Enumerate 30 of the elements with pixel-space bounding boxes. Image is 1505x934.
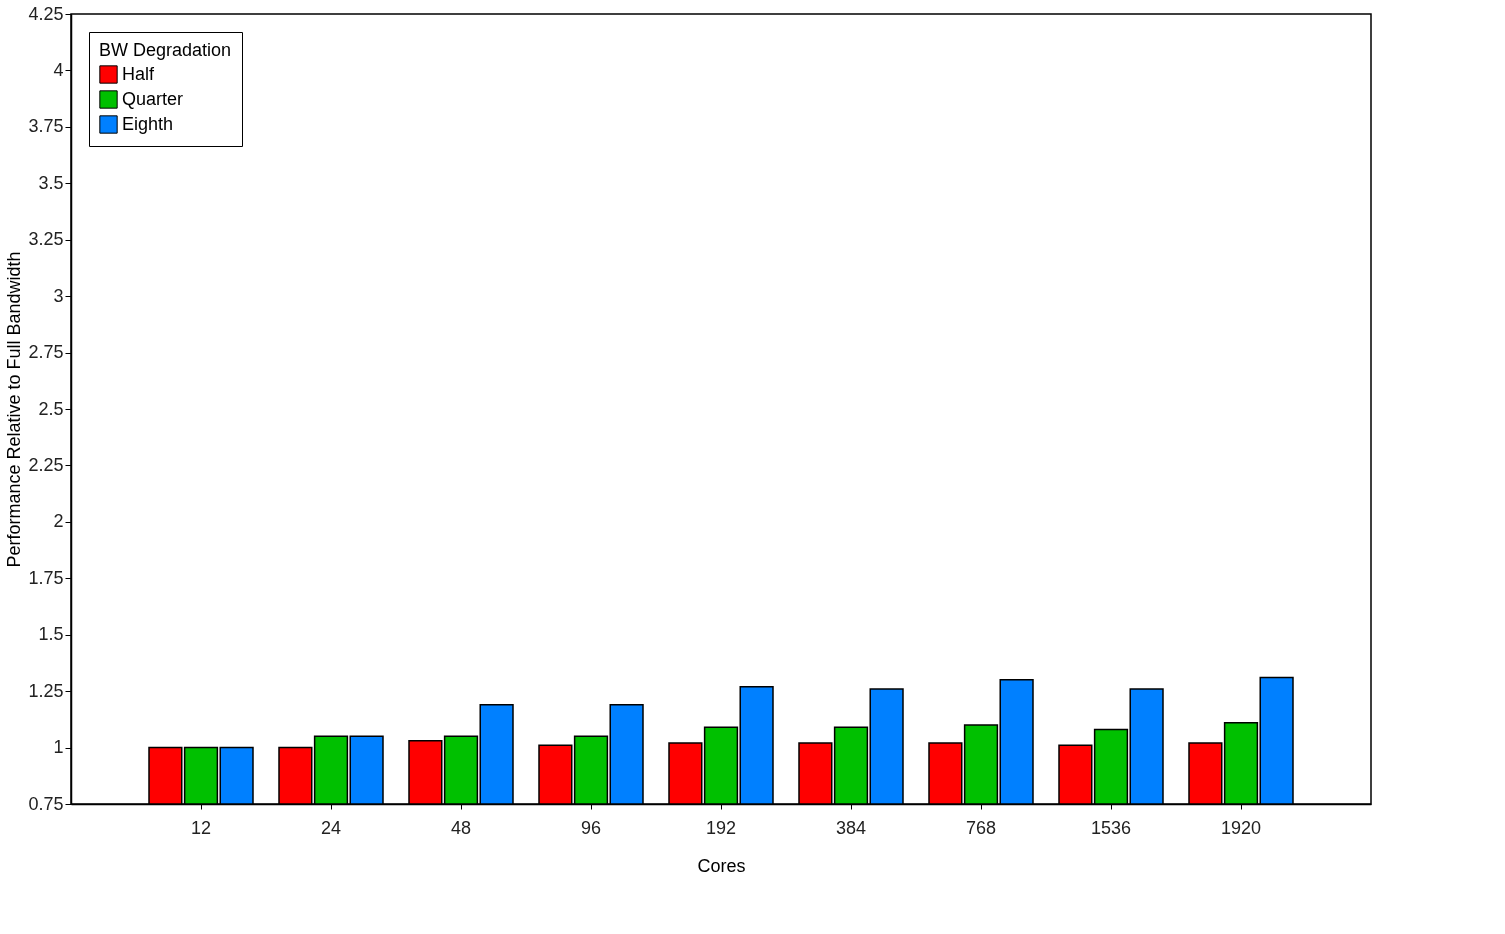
y-tick-label: 3.75 [28,116,64,137]
x-tick-label: 192 [705,817,737,838]
x-tick-label: 1920 [1220,817,1262,838]
x-tick-label: 12 [190,817,212,838]
y-tick-label: 4 [53,59,64,80]
legend-label: Half [122,63,156,84]
x-tick-label: 1536 [1090,817,1132,838]
y-tick-label: 2.5 [38,398,64,419]
legend-title: BW Degradation [99,40,232,60]
legend-label: Eighth [122,113,174,134]
x-tick-label: 96 [580,817,602,838]
legend-label: Quarter [122,88,184,109]
y-tick-label: 0.75 [28,793,64,814]
y-tick-label: 4.25 [28,3,64,24]
y-tick-label: 1.75 [28,567,64,588]
x-axis-title: Cores [697,855,746,876]
y-tick-label: 3 [53,285,64,306]
y-tick-label: 3.5 [38,172,64,193]
y-tick-label: 2.75 [28,342,64,363]
y-tick-label: 1.5 [38,624,64,645]
y-axis-title: Performance Relative to Full Bandwidth [4,251,25,568]
x-tick-label: 48 [450,817,472,838]
x-tick-label: 384 [835,817,867,838]
x-tick-label: 24 [320,817,342,838]
y-tick-label: 1 [53,737,64,758]
x-tick-label: 768 [965,817,997,838]
y-tick-label: 2.25 [28,454,64,475]
y-tick-label: 1.25 [28,680,64,701]
y-tick-label: 2 [53,511,64,532]
y-tick-label: 3.25 [28,229,64,250]
